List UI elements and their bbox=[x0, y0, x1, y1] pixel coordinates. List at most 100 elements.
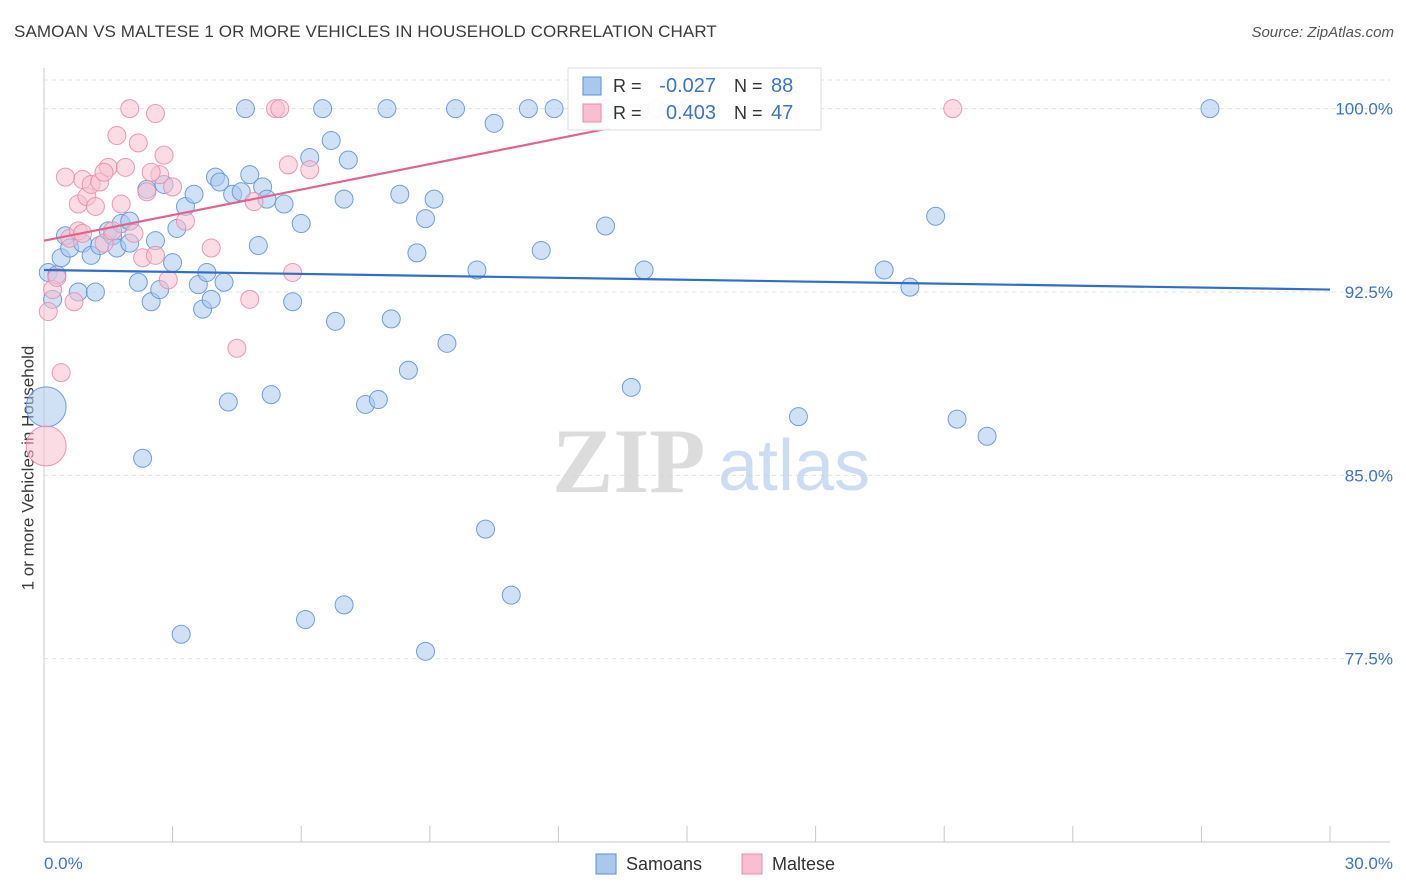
maltese-point bbox=[111, 194, 131, 214]
samoan-point bbox=[900, 277, 920, 297]
maltese-point bbox=[94, 162, 114, 182]
samoan-point bbox=[484, 113, 504, 133]
maltese-point bbox=[85, 196, 105, 216]
samoan-point bbox=[407, 243, 427, 263]
legend-swatch-samoans bbox=[595, 853, 617, 875]
maltese-point bbox=[38, 302, 58, 322]
legend-label-samoans: Samoans bbox=[626, 854, 702, 874]
n-value: 47 bbox=[771, 102, 793, 124]
samoan-point bbox=[214, 272, 234, 292]
samoan-point bbox=[424, 189, 444, 209]
samoan-point bbox=[85, 282, 105, 302]
maltese-point bbox=[145, 245, 165, 265]
samoan-point bbox=[334, 189, 354, 209]
maltese-trend-line bbox=[43, 127, 611, 242]
maltese-point bbox=[107, 126, 127, 146]
samoan-point bbox=[133, 448, 153, 468]
maltese-point bbox=[145, 104, 165, 124]
n-value: 88 bbox=[771, 75, 793, 97]
stats-legend: R = -0.027 N = 88 R = 0.403 N = 47 bbox=[567, 67, 822, 131]
samoan-point bbox=[295, 610, 315, 630]
samoan-point bbox=[596, 216, 616, 236]
samoan-point bbox=[368, 390, 388, 410]
samoan-point bbox=[210, 172, 230, 192]
samoan-point bbox=[416, 641, 436, 661]
maltese-point bbox=[51, 363, 71, 383]
samoan-point bbox=[334, 595, 354, 615]
samoan-point bbox=[218, 392, 238, 412]
watermark-zip: ZIP bbox=[552, 410, 705, 512]
samoan-point bbox=[201, 289, 221, 309]
source-label: Source: ZipAtlas.com bbox=[1251, 24, 1394, 41]
samoan-point bbox=[338, 150, 358, 170]
samoan-point bbox=[171, 624, 191, 644]
samoan-point bbox=[531, 240, 551, 260]
maltese-point bbox=[120, 99, 140, 119]
r-value: 0.403 bbox=[666, 102, 716, 124]
maltese-swatch bbox=[582, 103, 602, 123]
samoan-point bbox=[518, 99, 538, 119]
maltese-point bbox=[201, 238, 221, 258]
samoan-point bbox=[398, 360, 418, 380]
samoan-point bbox=[621, 377, 641, 397]
samoan-point bbox=[788, 407, 808, 427]
samoan-point bbox=[321, 130, 341, 150]
chart-title: SAMOAN VS MALTESE 1 OR MORE VEHICLES IN … bbox=[14, 22, 717, 41]
samoan-point bbox=[248, 236, 268, 256]
samoan-point bbox=[274, 194, 294, 214]
samoan-point bbox=[261, 385, 281, 405]
samoan-point bbox=[325, 311, 345, 331]
maltese-point bbox=[115, 157, 135, 177]
r-label: R = bbox=[613, 103, 642, 123]
samoan-point bbox=[446, 99, 466, 119]
samoan-point bbox=[128, 272, 148, 292]
samoan-point bbox=[390, 184, 410, 204]
maltese-point bbox=[244, 192, 264, 212]
x-tick-label: 0.0% bbox=[44, 854, 83, 873]
y-tick-label: 77.5% bbox=[1345, 650, 1393, 669]
samoan-point bbox=[240, 165, 260, 185]
samoan-point bbox=[25, 386, 67, 428]
maltese-point bbox=[128, 133, 148, 153]
maltese-point bbox=[158, 270, 178, 290]
samoan-point bbox=[437, 333, 457, 353]
stats-legend-box bbox=[567, 67, 822, 131]
maltese-point bbox=[103, 221, 123, 241]
y-tick-label: 92.5% bbox=[1345, 283, 1393, 302]
samoan-point bbox=[947, 409, 967, 429]
maltese-point bbox=[55, 167, 75, 187]
samoan-point bbox=[377, 99, 397, 119]
samoan-point bbox=[235, 99, 255, 119]
series-legend: Samoans Maltese bbox=[595, 853, 835, 875]
samoan-point bbox=[467, 260, 487, 280]
maltese-point bbox=[240, 289, 260, 309]
samoan-point bbox=[977, 426, 997, 446]
samoan-point bbox=[313, 99, 333, 119]
samoan-point bbox=[291, 214, 311, 234]
samoan-point bbox=[544, 99, 564, 119]
y-tick-label: 100.0% bbox=[1335, 100, 1393, 119]
samoans-trend-line bbox=[43, 268, 1331, 291]
samoan-point bbox=[634, 260, 654, 280]
r-label: R = bbox=[613, 76, 642, 96]
samoan-point bbox=[476, 519, 496, 539]
r-value: -0.027 bbox=[659, 75, 716, 97]
maltese-point bbox=[25, 425, 67, 467]
maltese-point bbox=[141, 162, 161, 182]
samoan-point bbox=[381, 309, 401, 329]
legend-swatch-maltese bbox=[741, 853, 763, 875]
samoan-point bbox=[926, 206, 946, 226]
samoan-point bbox=[184, 184, 204, 204]
maltese-point bbox=[124, 223, 144, 243]
n-label: N = bbox=[734, 103, 763, 123]
samoan-point bbox=[163, 253, 183, 273]
maltese-point bbox=[943, 99, 963, 119]
maltese-point bbox=[283, 262, 303, 282]
n-label: N = bbox=[734, 76, 763, 96]
maltese-point bbox=[163, 177, 183, 197]
legend-label-maltese: Maltese bbox=[772, 854, 835, 874]
samoan-point bbox=[874, 260, 894, 280]
samoan-point bbox=[501, 585, 521, 605]
samoans-swatch bbox=[582, 76, 602, 96]
